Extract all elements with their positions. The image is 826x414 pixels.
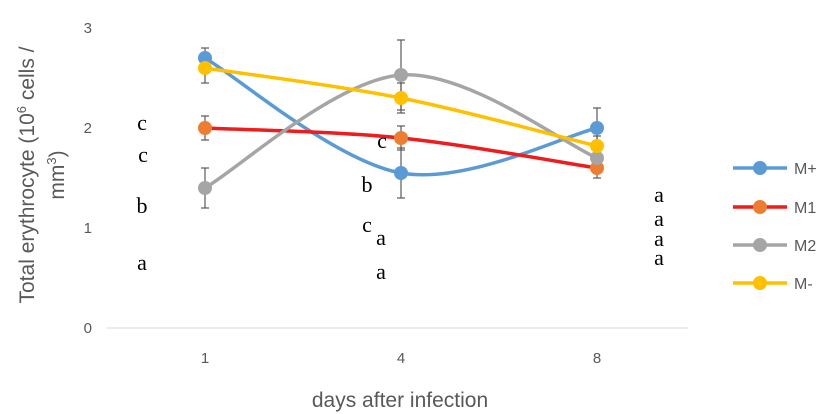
data-markers — [198, 51, 604, 195]
data-point-M+ — [198, 51, 212, 65]
y-axis-title-superscript-6: 6 — [14, 106, 29, 113]
y-axis-title-superscript-3: 3 — [44, 157, 59, 164]
significance-letter: a — [654, 245, 664, 270]
significance-letter: a — [654, 206, 664, 231]
significance-letter: a — [654, 182, 664, 207]
legend-item-M2: M2 — [733, 238, 816, 255]
significance-letter: a — [376, 259, 386, 284]
x-tick-label: 4 — [397, 350, 405, 367]
x-tick-label: 8 — [593, 350, 601, 367]
data-point-M- — [198, 61, 212, 75]
significance-letter: c — [138, 142, 148, 167]
y-tick-labels: 0 1 2 3 — [84, 20, 92, 337]
legend-item-M+: M+ — [733, 161, 817, 178]
y-tick-label: 2 — [84, 120, 92, 137]
legend-label: M2 — [794, 238, 816, 255]
legend-item-M1: M1 — [733, 200, 816, 217]
significance-letter: c — [362, 212, 372, 237]
y-axis-title-part4: ) — [46, 150, 69, 157]
y-tick-label: 0 — [84, 320, 92, 337]
data-point-M2 — [394, 68, 408, 82]
y-axis-title-part2: cells / — [16, 46, 39, 106]
x-axis-title: days after infection — [312, 389, 488, 412]
y-axis-title: Total erythrocyte (106 cells / — [14, 46, 39, 303]
significance-letter: a — [654, 226, 664, 251]
y-axis-title-part1: Total erythrocyte (10 — [16, 113, 39, 303]
legend-label: M+ — [794, 161, 817, 178]
data-point-M1 — [394, 131, 408, 145]
significance-letter: a — [376, 225, 386, 250]
data-point-M- — [394, 91, 408, 105]
y-axis-title-line2: mm3) — [44, 150, 69, 199]
x-tick-labels: 1 4 8 — [201, 350, 601, 367]
data-point-M1 — [590, 161, 604, 175]
legend-label: M1 — [794, 200, 816, 217]
legend-label: M- — [794, 276, 813, 293]
significance-letter: c — [137, 110, 147, 135]
significance-letter: a — [137, 250, 147, 275]
y-axis-title-part3: mm — [46, 165, 69, 200]
data-point-M+ — [394, 166, 408, 180]
y-tick-label: 3 — [84, 20, 92, 37]
error-bars — [201, 39, 601, 209]
significance-letter: c — [377, 128, 387, 153]
legend-item-M-: M- — [733, 276, 813, 293]
data-point-M- — [590, 139, 604, 153]
data-point-M2 — [590, 151, 604, 165]
x-tick-label: 1 — [201, 350, 209, 367]
legend: M+ M1 M2 M- — [733, 161, 817, 293]
significance-letter: b — [137, 193, 148, 218]
significance-letter: b — [362, 172, 373, 197]
data-point-M+ — [590, 121, 604, 135]
data-point-M1 — [198, 121, 212, 135]
data-point-M2 — [198, 181, 212, 195]
y-tick-label: 1 — [84, 220, 92, 237]
